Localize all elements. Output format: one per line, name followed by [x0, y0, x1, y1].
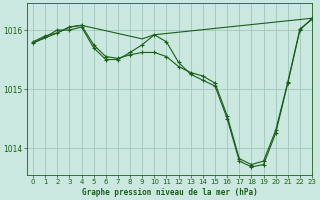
X-axis label: Graphe pression niveau de la mer (hPa): Graphe pression niveau de la mer (hPa) [82, 188, 257, 197]
